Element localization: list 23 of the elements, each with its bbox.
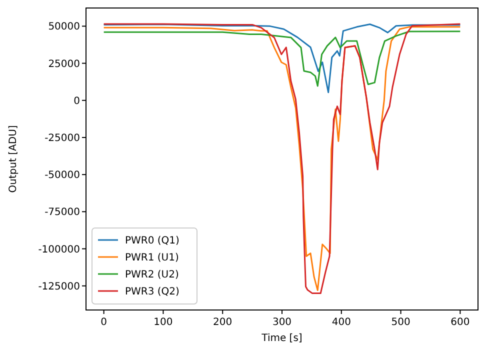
legend-label: PWR1 (U1) <box>125 252 179 264</box>
y-axis-title: Output [ADU] <box>8 125 19 193</box>
y-tick-label: 50000 <box>48 22 80 33</box>
legend-label: PWR0 (Q1) <box>125 236 180 246</box>
x-tick-label: 300 <box>272 317 292 328</box>
x-tick-label: 100 <box>154 317 173 328</box>
x-tick-label: 200 <box>213 317 232 328</box>
y-tick-label: -25000 <box>44 132 80 144</box>
line-series <box>103 24 461 94</box>
y-tick-label: -100000 <box>38 244 80 256</box>
y-tick-label: 0 <box>74 96 80 107</box>
line-series <box>103 30 461 87</box>
y-tick-label: -75000 <box>44 207 80 218</box>
y-tick-label: 25000 <box>48 58 80 70</box>
x-tick-label: 400 <box>332 317 351 328</box>
legend-label: PWR3 (Q2) <box>125 286 180 298</box>
legend-label: PWR2 (U2) <box>125 270 179 280</box>
x-tick-label: 500 <box>391 317 410 328</box>
x-tick-label: 600 <box>450 317 470 328</box>
x-tick-label: 0 <box>100 317 108 328</box>
y-tick-label: -125000 <box>38 281 80 292</box>
x-axis-title: Time [s] <box>260 333 302 344</box>
y-tick-label: -50000 <box>44 170 80 182</box>
